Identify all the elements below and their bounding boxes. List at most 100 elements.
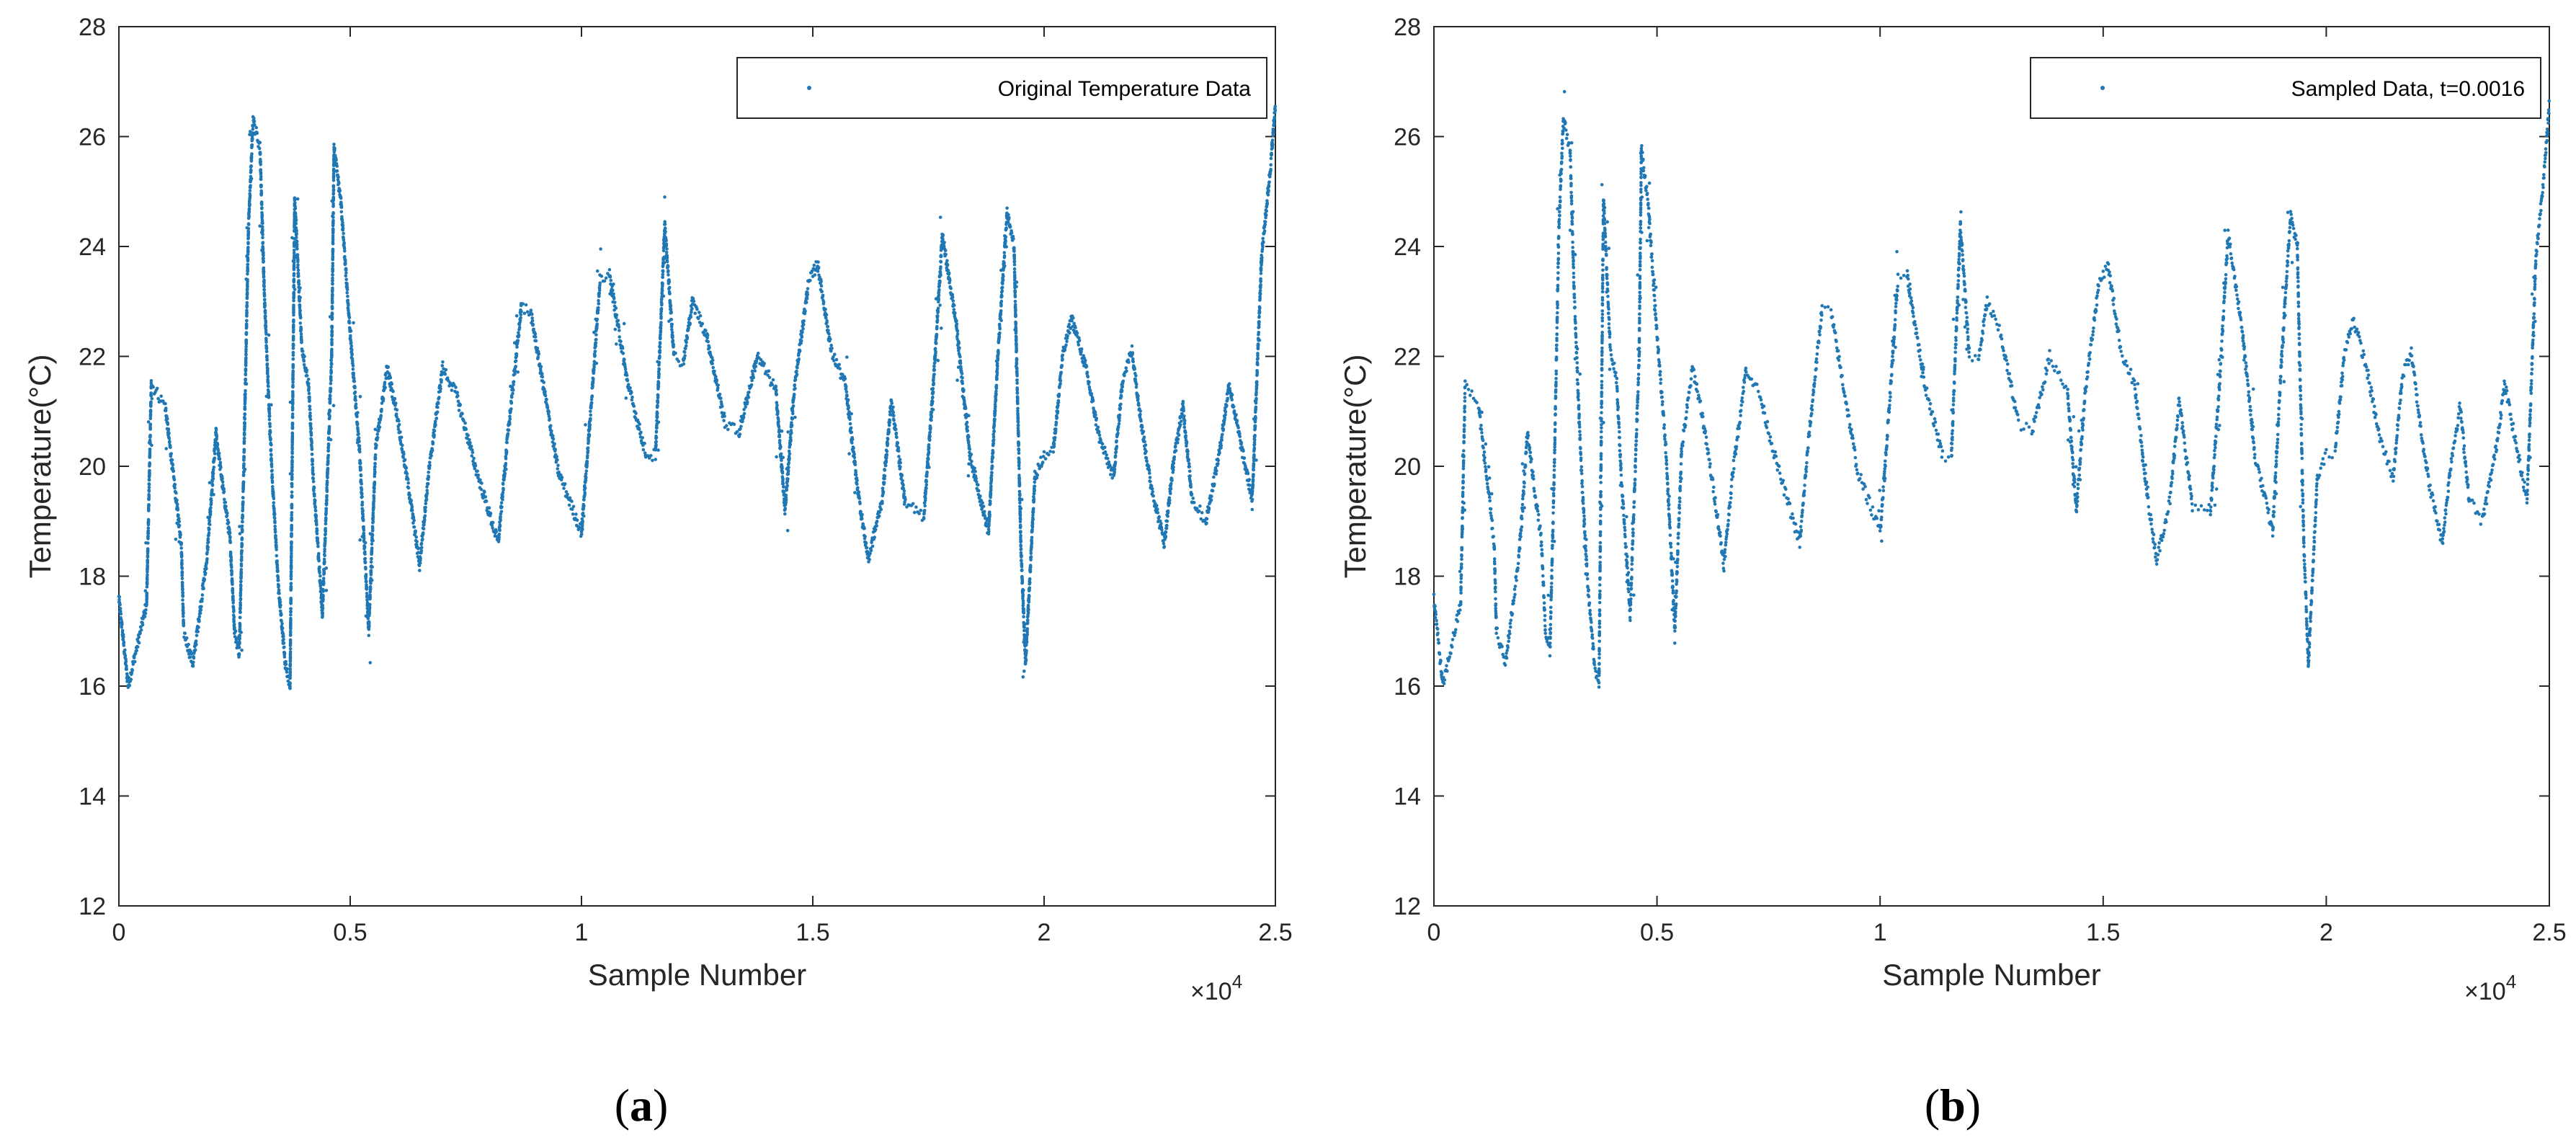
data-point bbox=[419, 548, 424, 553]
data-point bbox=[181, 602, 185, 606]
data-point bbox=[174, 491, 178, 495]
data-point bbox=[786, 472, 790, 476]
data-point bbox=[139, 628, 143, 632]
data-point bbox=[849, 426, 853, 430]
data-point bbox=[148, 409, 153, 414]
data-point bbox=[697, 316, 700, 321]
data-point bbox=[350, 352, 354, 356]
data-point bbox=[164, 447, 168, 450]
data-point bbox=[687, 326, 690, 330]
data-point bbox=[331, 174, 336, 177]
data-point bbox=[267, 417, 272, 422]
data-point bbox=[270, 468, 274, 473]
data-point bbox=[143, 589, 148, 593]
data-point bbox=[420, 546, 424, 550]
data-point bbox=[146, 582, 149, 587]
data-point bbox=[208, 527, 211, 531]
data-point bbox=[932, 382, 936, 386]
data-point bbox=[331, 264, 335, 268]
data-point bbox=[359, 480, 362, 484]
data-point bbox=[353, 395, 357, 399]
data-point bbox=[499, 515, 502, 519]
data-point bbox=[661, 270, 665, 274]
data-point bbox=[291, 381, 295, 384]
data-point bbox=[191, 664, 195, 668]
data-point bbox=[718, 392, 722, 396]
data-point bbox=[308, 404, 312, 409]
data-point bbox=[901, 483, 905, 487]
data-point bbox=[425, 492, 429, 495]
data-point bbox=[517, 326, 522, 329]
data-point bbox=[419, 541, 424, 546]
data-point bbox=[297, 280, 300, 284]
data-point bbox=[290, 490, 294, 494]
data-point bbox=[790, 431, 793, 435]
data-point bbox=[294, 226, 298, 230]
data-point bbox=[593, 354, 597, 358]
data-point bbox=[379, 414, 383, 417]
data-point bbox=[896, 449, 901, 453]
data-point bbox=[264, 394, 269, 399]
data-point bbox=[229, 556, 233, 560]
data-point bbox=[895, 435, 899, 440]
data-point bbox=[414, 535, 418, 539]
data-point bbox=[265, 350, 269, 353]
data-point bbox=[373, 490, 376, 494]
data-point bbox=[197, 615, 202, 618]
data-point bbox=[657, 368, 661, 371]
data-point bbox=[315, 522, 318, 527]
data-point bbox=[428, 463, 432, 467]
data-point bbox=[877, 514, 881, 518]
data-point bbox=[342, 231, 346, 236]
data-point bbox=[795, 366, 799, 370]
data-point bbox=[393, 396, 397, 401]
data-point bbox=[443, 372, 447, 376]
data-point bbox=[357, 444, 362, 448]
data-point bbox=[780, 430, 784, 433]
data-point bbox=[141, 623, 145, 627]
data-point bbox=[848, 422, 852, 426]
data-point bbox=[508, 417, 512, 421]
data-point bbox=[197, 619, 201, 623]
data-point bbox=[167, 431, 171, 435]
data-point bbox=[532, 327, 535, 332]
x-tick-label: 1 bbox=[575, 919, 589, 946]
data-point bbox=[258, 224, 262, 228]
data-point bbox=[329, 362, 334, 366]
data-point bbox=[145, 585, 149, 589]
data-point bbox=[846, 398, 850, 402]
data-point bbox=[927, 446, 931, 450]
data-point bbox=[863, 535, 867, 538]
data-point bbox=[314, 514, 318, 517]
data-point bbox=[240, 543, 244, 546]
data-point bbox=[324, 536, 327, 541]
data-point bbox=[231, 601, 236, 605]
data-point bbox=[362, 528, 366, 532]
data-point bbox=[295, 197, 300, 201]
data-point bbox=[547, 410, 551, 414]
data-point bbox=[423, 514, 427, 517]
data-point bbox=[511, 391, 514, 396]
data-point bbox=[433, 419, 437, 423]
data-point bbox=[241, 529, 244, 533]
data-point bbox=[819, 280, 823, 283]
data-point bbox=[351, 368, 355, 371]
data-point bbox=[327, 412, 331, 416]
data-point bbox=[259, 183, 263, 187]
data-point bbox=[599, 247, 602, 251]
data-point bbox=[790, 423, 794, 427]
data-point bbox=[587, 439, 591, 443]
data-point bbox=[335, 164, 339, 168]
data-point bbox=[290, 440, 295, 445]
data-point bbox=[845, 355, 849, 359]
data-point bbox=[695, 307, 699, 311]
data-point bbox=[793, 383, 797, 387]
data-point bbox=[148, 433, 152, 437]
data-point bbox=[228, 541, 233, 544]
data-point bbox=[923, 504, 927, 508]
data-point bbox=[244, 331, 249, 334]
data-point bbox=[852, 446, 855, 450]
data-point bbox=[290, 541, 293, 545]
data-point bbox=[403, 458, 407, 462]
data-point bbox=[251, 138, 254, 141]
